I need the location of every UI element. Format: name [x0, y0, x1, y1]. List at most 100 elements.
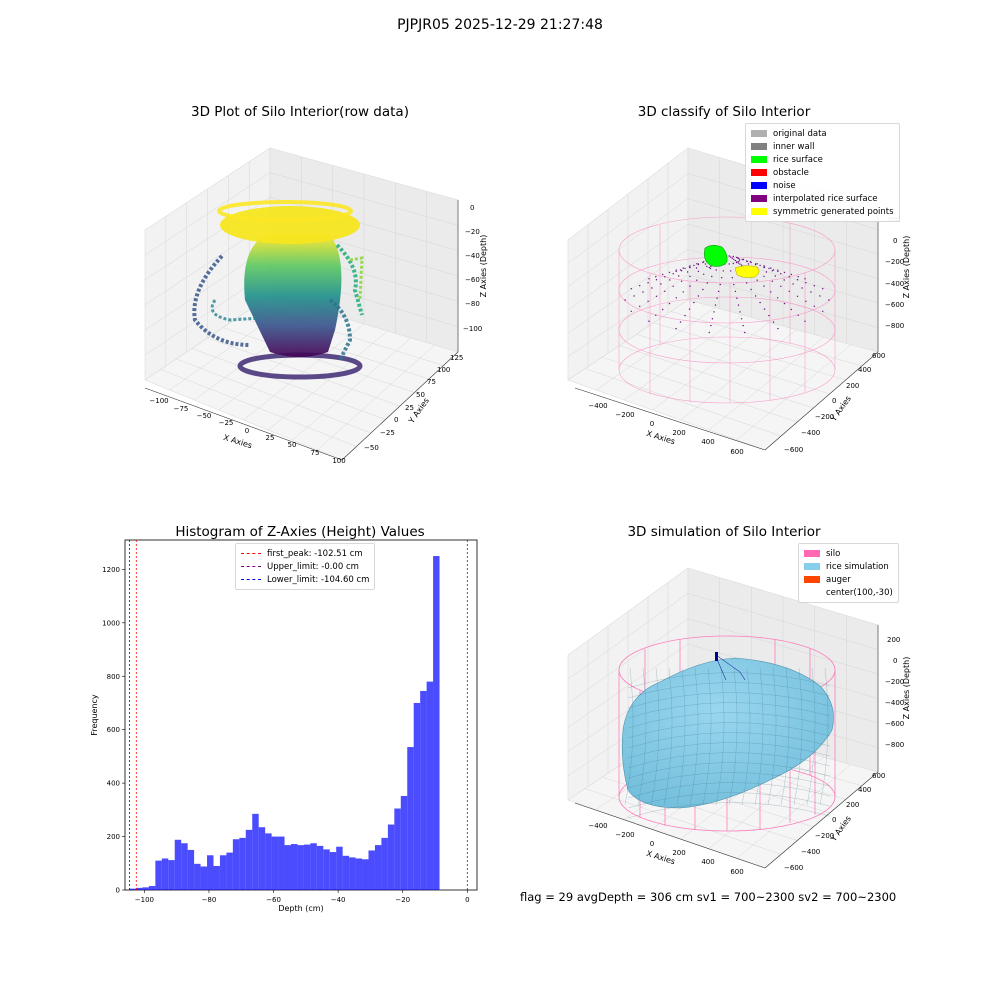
svg-text:−60: −60 [465, 276, 480, 284]
histogram-bar [381, 837, 388, 890]
svg-text:0: 0 [650, 840, 654, 848]
svg-text:200: 200 [672, 429, 685, 437]
x-tick-label: −40 [331, 896, 346, 904]
svg-text:400: 400 [858, 786, 871, 794]
raw-x-label: X Axies [222, 433, 253, 450]
svg-text:−20: −20 [465, 228, 480, 236]
legend-swatch [751, 143, 767, 150]
histogram-bar [407, 747, 414, 890]
histogram-bar [207, 855, 214, 890]
histogram-bar [271, 836, 279, 890]
legend-swatch [751, 208, 767, 215]
svg-text:200: 200 [846, 801, 859, 809]
histogram-bar [368, 850, 375, 890]
histogram-bar [174, 839, 182, 890]
legend-item-symmetric-generated-points: symmetric generated points [751, 205, 894, 218]
simulation-x-ticks: −400 −200 0 200 400 600 [588, 822, 743, 876]
histogram-bar [239, 837, 246, 890]
y-tick-label: 600 [107, 726, 120, 734]
y-tick-label: 400 [107, 780, 120, 788]
svg-text:600: 600 [730, 448, 743, 456]
svg-text:50: 50 [288, 441, 297, 449]
histogram-bar [362, 859, 369, 890]
svg-text:−50: −50 [197, 412, 212, 420]
histogram-bar [213, 865, 220, 890]
svg-text:−200: −200 [885, 678, 904, 686]
histogram-legend: first_peak: -102.51 cm Upper_limit: -0.0… [235, 543, 376, 590]
histogram-bars [129, 556, 440, 890]
x-tick-label: −60 [266, 896, 281, 904]
histogram-bar [148, 885, 156, 890]
svg-text:600: 600 [872, 352, 885, 360]
svg-text:200: 200 [887, 636, 900, 644]
svg-text:−200: −200 [615, 831, 634, 839]
simulation-y-ticks: −600 −400 −200 0 200 400 600 [784, 772, 885, 872]
raw-z-ticks: 0 −20 −40 −60 −80 −100 [463, 204, 482, 333]
legend-item-center: center(100,-30) [826, 587, 893, 598]
simulation-legend: silo rice simulation auger center(100,-3… [798, 543, 899, 603]
legend-item-rice-simulation: rice simulation [804, 560, 893, 573]
x-tick-label: 0 [465, 896, 469, 904]
histogram-bar [316, 845, 324, 890]
svg-text:0: 0 [893, 237, 897, 245]
svg-text:0: 0 [893, 657, 897, 665]
svg-text:75: 75 [427, 378, 436, 386]
svg-text:−400: −400 [801, 429, 820, 437]
histogram-axes: −100 −80 −60 −40 −20 0 0 200 400 600 800 1000 1200 [102, 539, 478, 904]
svg-text:0: 0 [394, 416, 398, 424]
legend-item-silo: silo [804, 547, 893, 560]
svg-text:50: 50 [416, 391, 425, 399]
histogram-bar [161, 858, 169, 890]
svg-text:600: 600 [730, 868, 743, 876]
svg-text:−200: −200 [885, 258, 904, 266]
histogram-bar [135, 887, 143, 890]
histogram-bar [142, 887, 149, 890]
histogram-bar [284, 845, 291, 890]
raw-y-ticks: −50 −25 0 25 50 75 100 125 [364, 354, 463, 452]
histogram-bar [245, 829, 253, 890]
histogram-bar [323, 849, 330, 890]
svg-text:0: 0 [832, 816, 836, 824]
svg-text:0: 0 [470, 204, 474, 212]
histogram-bar [155, 860, 162, 890]
svg-text:400: 400 [701, 858, 714, 866]
legend-swatch [751, 156, 767, 163]
svg-text:−400: −400 [885, 699, 904, 707]
svg-text:200: 200 [672, 849, 685, 857]
svg-text:−25: −25 [380, 429, 395, 437]
histogram-bar [342, 855, 350, 890]
svg-text:−400: −400 [885, 280, 904, 288]
raw-point-cloud [192, 200, 364, 380]
histogram-x-label: Depth (cm) [278, 904, 323, 913]
histogram-bar [187, 849, 195, 890]
histogram-y-label: Frequency [90, 694, 99, 736]
histogram-bar [297, 845, 304, 890]
simulation-z-label: Z Axies (Depth) [902, 657, 911, 720]
y-tick-label: 1000 [102, 619, 120, 627]
histogram-bar [258, 827, 266, 890]
svg-text:−600: −600 [885, 301, 904, 309]
histogram-bar [400, 795, 408, 890]
simulation-z-ticks: 200 0 −200 −400 −600 −800 [885, 636, 904, 749]
svg-text:−600: −600 [784, 446, 803, 454]
classify-plot-title: 3D classify of Silo Interior [637, 104, 811, 120]
histogram-bar [310, 843, 317, 890]
y-tick-label: 1200 [102, 566, 120, 574]
histogram-bar [394, 808, 401, 890]
histogram-bar [290, 844, 298, 890]
histogram-bar [194, 863, 201, 890]
rice-surface-cluster [704, 245, 728, 267]
histogram-bar [387, 824, 395, 890]
svg-text:−75: −75 [174, 405, 189, 413]
raw-z-label: Z Axies (Depth) [479, 235, 488, 298]
symmetric-generated-cluster [734, 265, 760, 278]
legend-item-first-peak: first_peak: -102.51 cm [241, 547, 369, 560]
raw-plot-title: 3D Plot of Silo Interior(row data) [191, 104, 409, 120]
svg-text:−400: −400 [588, 402, 607, 410]
figure-title: PJPJR05 2025-12-29 21:27:48 [397, 17, 603, 33]
legend-item-auger: auger [804, 573, 893, 586]
svg-text:0: 0 [832, 397, 836, 405]
rice-simulation-surface [621, 657, 834, 819]
y-tick-label: 200 [107, 833, 120, 841]
y-tick-label: 800 [107, 673, 120, 681]
